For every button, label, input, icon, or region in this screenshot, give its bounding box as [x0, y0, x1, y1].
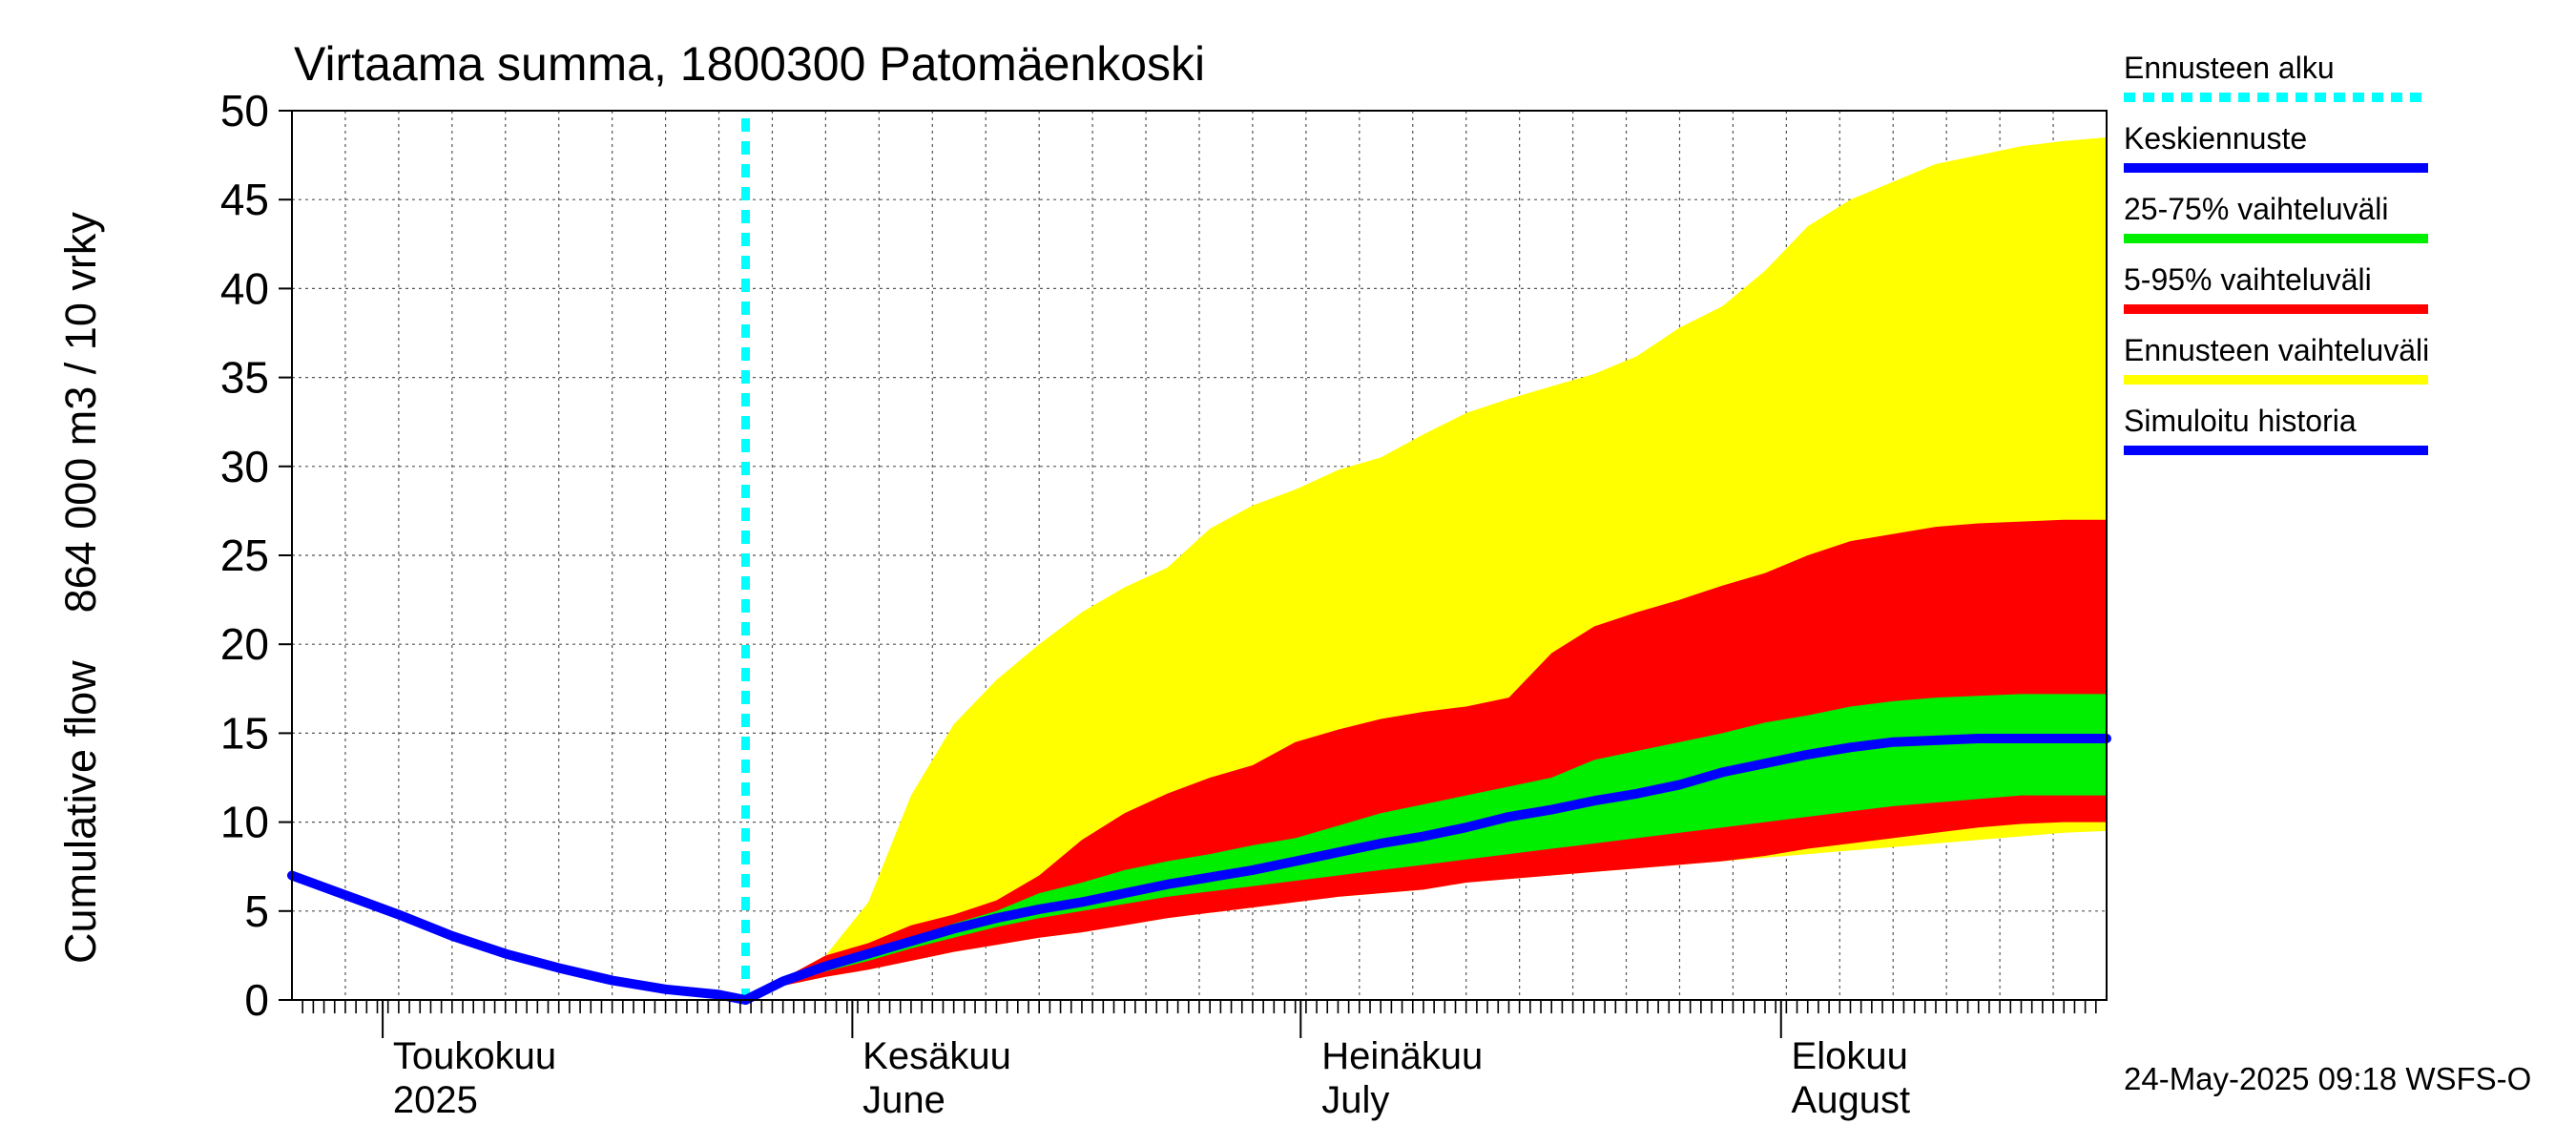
month-sublabel: July: [1321, 1079, 1389, 1121]
series-lines: [287, 118, 2111, 1005]
month-sublabel: June: [862, 1079, 945, 1121]
y-tick-label: 25: [220, 531, 269, 580]
forecast-bands: [745, 136, 2107, 1000]
y-tick-label: 35: [220, 353, 269, 403]
month-sublabel: 2025: [393, 1079, 478, 1121]
month-label: Elokuu: [1792, 1035, 1908, 1077]
y-axis-label: Cumulative flow 864 000 m3 / 10 vrky: [56, 212, 105, 964]
footer-timestamp: 24-May-2025 09:18 WSFS-O: [2124, 1061, 2531, 1096]
legend-label: Ennusteen alku: [2124, 51, 2335, 85]
y-tick-label: 10: [220, 798, 269, 847]
y-tick-label: 0: [244, 975, 269, 1025]
legend-label: 5-95% vaihteluväli: [2124, 262, 2372, 297]
legend-label: 25-75% vaihteluväli: [2124, 192, 2389, 226]
y-tick-label: 50: [220, 86, 269, 135]
y-axis-ticks: 0 5 10 15 20 25 30 35 40 45 50: [220, 86, 292, 1025]
legend: Ennusteen alku Keskiennuste 25-75% vaihtel…: [2124, 51, 2429, 455]
month-label: Kesäkuu: [862, 1035, 1011, 1077]
legend-label: Ennusteen vaihteluväli: [2124, 333, 2429, 367]
y-tick-label: 45: [220, 175, 269, 224]
band-area-2: [745, 694, 2107, 1000]
history-line: [287, 870, 751, 1005]
legend-label: Simuloitu historia: [2124, 404, 2357, 438]
y-tick-label: 40: [220, 263, 269, 313]
y-tick-label: 20: [220, 619, 269, 669]
y-tick-label: 15: [220, 708, 269, 758]
band-area-1: [745, 519, 2107, 1000]
month-label: Toukokuu: [393, 1035, 556, 1077]
legend-label: Keskiennuste: [2124, 121, 2307, 156]
chart-title: Virtaama summa, 1800300 Patomäenkoski: [294, 37, 1205, 91]
y-tick-label: 30: [220, 442, 269, 491]
y-tick-label: 5: [244, 886, 269, 936]
median-forecast-line: [740, 733, 2111, 1005]
month-label: Heinäkuu: [1321, 1035, 1483, 1077]
month-sublabel: August: [1792, 1079, 1911, 1121]
